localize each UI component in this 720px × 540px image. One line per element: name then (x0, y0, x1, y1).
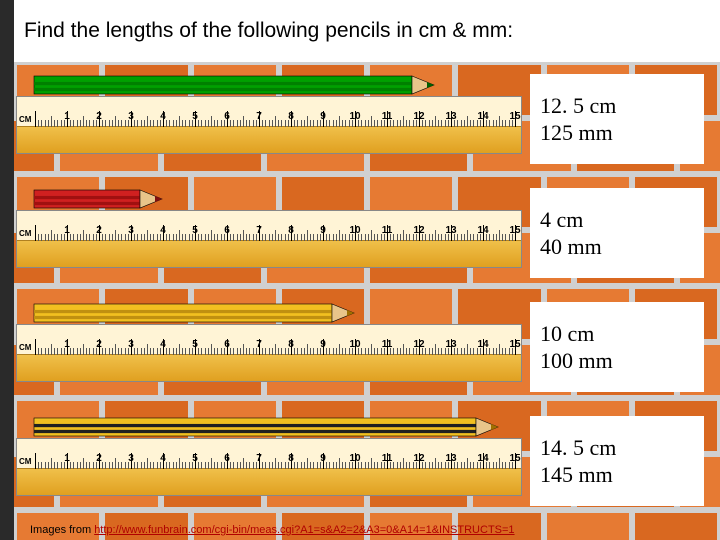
image-credit: Images from http://www.funbrain.com/cgi-… (30, 524, 515, 536)
cm-label: CM (19, 457, 31, 466)
answer-mm: 40 mm (540, 233, 694, 261)
ruler-block: 123456789101112131415CM (16, 188, 522, 278)
credit-link[interactable]: http://www.funbrain.com/cgi-bin/meas.cgi… (94, 524, 514, 536)
ruler-2: 123456789101112131415CM (16, 210, 522, 268)
answer-mm: 125 mm (540, 119, 694, 147)
answer-cm: 10 cm (540, 320, 694, 348)
slide: Find the lengths of the following pencil… (0, 0, 720, 540)
ruler-block: 123456789101112131415CM (16, 74, 522, 164)
title-text: Find the lengths of the following pencil… (24, 19, 513, 43)
answer-mm: 100 mm (540, 347, 694, 375)
pencil-3 (16, 302, 522, 324)
cm-label: CM (19, 343, 31, 352)
cm-label: CM (19, 115, 31, 124)
exercise-row-4: 123456789101112131415CM 14. 5 cm 145 mm (16, 416, 704, 506)
ruler-block: 123456789101112131415CM (16, 416, 522, 506)
answer-3: 10 cm 100 mm (530, 302, 704, 392)
ruler-4: 123456789101112131415CM (16, 438, 522, 496)
pencil-2 (16, 188, 522, 210)
answer-cm: 12. 5 cm (540, 92, 694, 120)
credit-prefix: Images from (30, 524, 94, 536)
exercise-row-2: 123456789101112131415CM 4 cm 40 mm (16, 188, 704, 278)
title-bar: Find the lengths of the following pencil… (14, 0, 720, 62)
answer-1: 12. 5 cm 125 mm (530, 74, 704, 164)
answer-cm: 14. 5 cm (540, 434, 694, 462)
answer-2: 4 cm 40 mm (530, 188, 704, 278)
pencil-4 (16, 416, 522, 438)
ruler-3: 123456789101112131415CM (16, 324, 522, 382)
answer-4: 14. 5 cm 145 mm (530, 416, 704, 506)
exercise-row-3: 123456789101112131415CM 10 cm 100 mm (16, 302, 704, 392)
ruler-block: 123456789101112131415CM (16, 302, 522, 392)
pencil-1 (16, 74, 522, 96)
answer-mm: 145 mm (540, 461, 694, 489)
exercise-row-1: 123456789101112131415CM 12. 5 cm 125 mm (16, 74, 704, 164)
ruler-1: 123456789101112131415CM (16, 96, 522, 154)
cm-label: CM (19, 229, 31, 238)
answer-cm: 4 cm (540, 206, 694, 234)
